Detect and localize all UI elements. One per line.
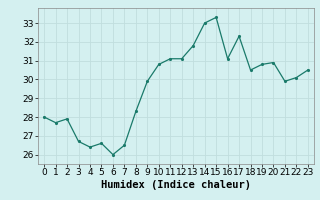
X-axis label: Humidex (Indice chaleur): Humidex (Indice chaleur) [101,180,251,190]
